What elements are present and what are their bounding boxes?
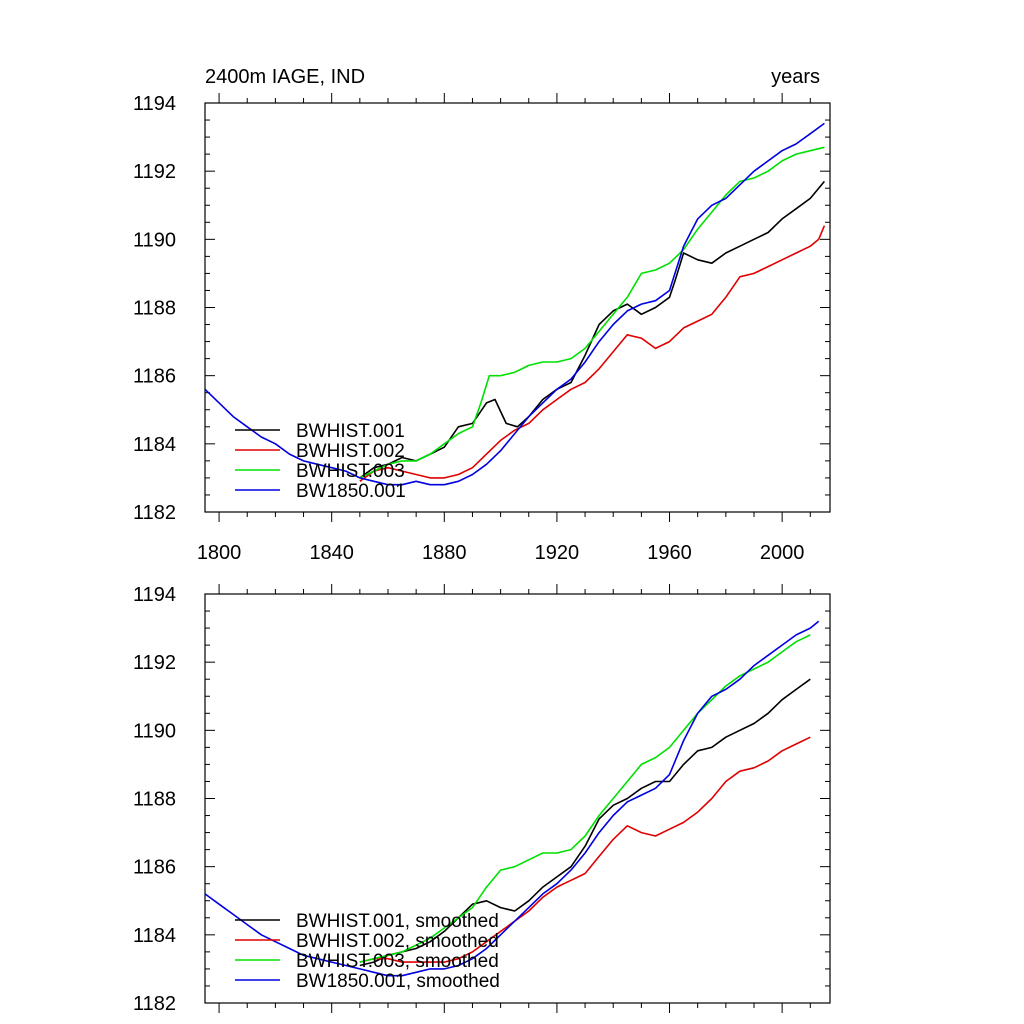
series-line-bw1850-001-smoothed <box>204 620 820 977</box>
x-tick-label: 2000 <box>760 542 805 564</box>
legend-label-bw1850-001-smoothed: BW1850.001, smoothed <box>296 971 500 992</box>
y-tick-label: 1184 <box>133 434 176 456</box>
x-tick-label: 1880 <box>422 542 467 564</box>
x-tick-label: 1960 <box>647 542 692 564</box>
series-line-bwhist-002 <box>359 225 826 482</box>
y-tick-label: 1184 <box>133 925 176 947</box>
y-tick-label: 1186 <box>133 857 176 879</box>
y-tick-label: 1190 <box>133 229 176 251</box>
y-tick-label: 1192 <box>133 161 176 183</box>
series-line-bw1850-001 <box>204 122 825 486</box>
legend-label-bwhist-001-smoothed: BWHIST.001, smoothed <box>296 911 499 932</box>
y-tick-label: 1194 <box>133 93 176 115</box>
y-tick-label: 1194 <box>133 584 176 606</box>
y-tick-label: 1188 <box>133 789 176 811</box>
y-tick-label: 1188 <box>133 298 176 320</box>
x-tick-label: 1840 <box>309 542 354 564</box>
chart-title: 2400m IAGE, IND <box>205 66 365 88</box>
x-tick-label: 1800 <box>197 542 242 564</box>
legend-label-bwhist-001: BWHIST.001 <box>296 421 405 442</box>
series-line-bwhist-001 <box>359 180 826 479</box>
y-tick-label: 1182 <box>133 502 176 524</box>
y-tick-label: 1182 <box>133 993 176 1015</box>
y-tick-label: 1186 <box>133 366 176 388</box>
series-line-bwhist-001-smoothed <box>359 678 811 967</box>
x-tick-label: 1920 <box>535 542 580 564</box>
series-line-bwhist-003 <box>359 146 825 479</box>
legend-label-bwhist-003: BWHIST.003 <box>296 461 405 482</box>
y-tick-label: 1192 <box>133 652 176 674</box>
legend-label-bw1850-001: BW1850.001 <box>296 481 406 502</box>
series-line-bwhist-003-smoothed <box>359 634 811 963</box>
units-label: years <box>771 66 820 88</box>
y-tick-label: 1190 <box>133 720 176 742</box>
top-panel: 1182 1184 1186 1188 1190 1192 1194 1800 1840 1880… <box>133 66 831 564</box>
legend-label-bwhist-002: BWHIST.002 <box>296 441 405 462</box>
legend-label-bwhist-002-smoothed: BWHIST.002, smoothed <box>296 931 499 952</box>
legend-label-bwhist-003-smoothed: BWHIST.003, smoothed <box>296 951 499 972</box>
bottom-panel: 1182 1184 1186 1188 1190 1192 1194 BWHIST.001, … <box>133 584 831 1015</box>
series-line-bwhist-002-smoothed <box>359 736 811 963</box>
